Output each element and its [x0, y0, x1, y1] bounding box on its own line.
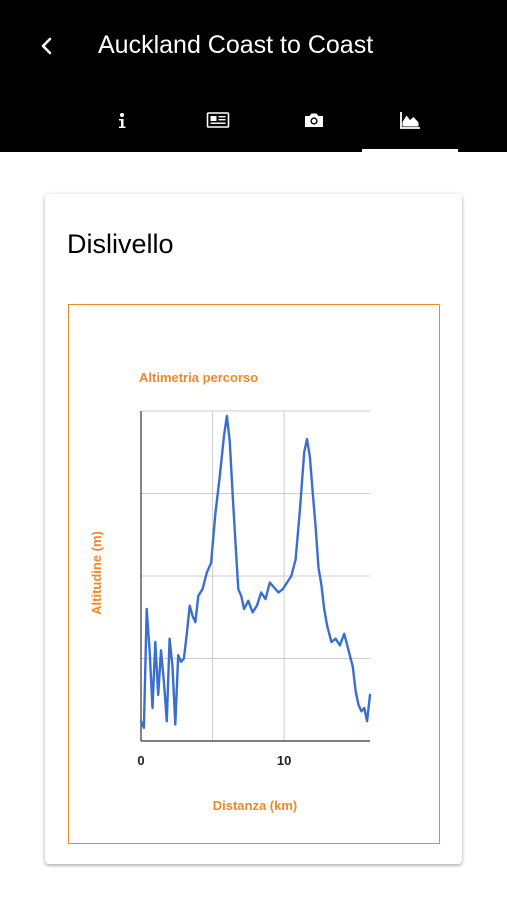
area-chart-icon: [400, 112, 420, 129]
tab-news[interactable]: [170, 96, 266, 152]
elevation-chart-svg: 0 10 Altimetria percorso Distanza (km) Al…: [89, 370, 372, 813]
x-tick-labels: 0 10: [137, 753, 291, 768]
tab-elevation[interactable]: [362, 96, 458, 152]
elevation-chart: 0 10 Altimetria percorso Distanza (km) Al…: [68, 304, 440, 844]
elevation-card: Dislivello 0 10 Altimetria percorso Dista…: [45, 194, 462, 864]
y-axis-label: Altitudine (m): [89, 531, 104, 615]
tab-info[interactable]: [74, 96, 170, 152]
x-axis-label: Distanza (km): [213, 798, 298, 813]
elevation-series-line: [139, 414, 372, 729]
chart-title: Altimetria percorso: [139, 370, 258, 385]
back-button[interactable]: [34, 28, 62, 64]
info-icon: [119, 113, 126, 128]
chevron-left-icon: [41, 37, 52, 55]
page-title: Auckland Coast to Coast: [98, 31, 374, 59]
x-tick-label: 0: [137, 753, 144, 768]
tab-bar: [74, 96, 458, 152]
x-tick-label: 10: [277, 753, 291, 768]
camera-icon: [305, 113, 323, 127]
chart-grid: [141, 410, 370, 741]
tab-photos[interactable]: [266, 96, 362, 152]
card-title: Dislivello: [67, 229, 174, 259]
app-bar: Auckland Coast to Coast: [0, 0, 507, 152]
newspaper-icon: [206, 112, 230, 128]
